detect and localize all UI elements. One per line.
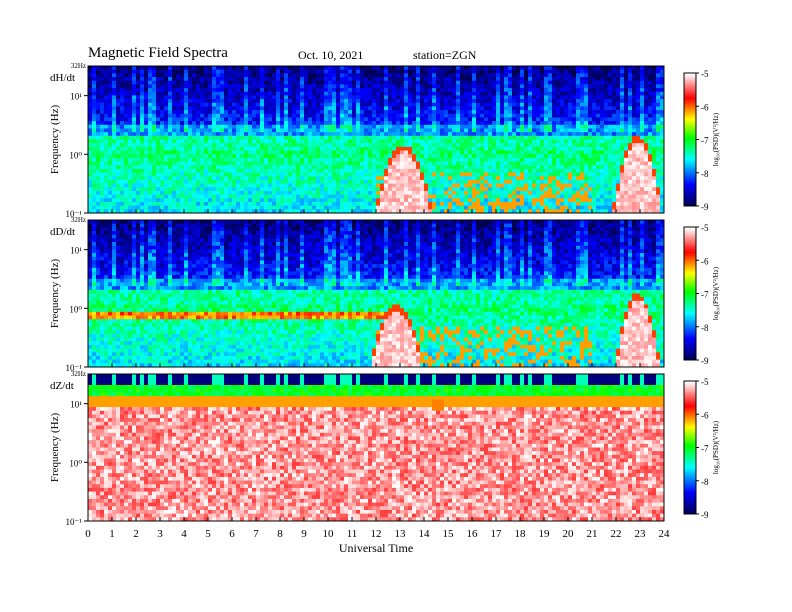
x-tick-label: 14 bbox=[419, 528, 431, 540]
colorbar-label: log₁₀(PSD)(V²/Hz) bbox=[712, 420, 720, 474]
y-tick-label: 10¹ bbox=[70, 92, 82, 102]
x-tick-label: 0 bbox=[85, 528, 91, 540]
x-tick-label: 6 bbox=[229, 528, 235, 540]
x-tick-label: 12 bbox=[371, 528, 382, 540]
colorbar-tick-label: -9 bbox=[701, 510, 709, 520]
date-label: Oct. 10, 2021 bbox=[298, 48, 364, 62]
spectrogram-panel-1 bbox=[88, 66, 665, 214]
y-tick-label: 10⁰ bbox=[69, 304, 82, 314]
colorbar-tick-label: -8 bbox=[701, 477, 709, 487]
x-tick-label: 3 bbox=[157, 528, 163, 540]
x-tick-label: 11 bbox=[347, 528, 358, 540]
colorbar-label: log₁₀(PSD)(V²/Hz) bbox=[712, 112, 720, 166]
colorbar-label: log₁₀(PSD)(V²/Hz) bbox=[712, 266, 720, 320]
y-axis-label: Frequency (Hz) bbox=[49, 105, 61, 175]
colorbar-tick-label: -6 bbox=[701, 256, 709, 266]
x-tick-label: 7 bbox=[253, 528, 259, 540]
y-tick-label: 10¹ bbox=[70, 246, 82, 256]
x-axis-label: Universal Time bbox=[339, 541, 413, 555]
x-tick-label: 5 bbox=[205, 528, 211, 540]
colorbar-tick-label: -5 bbox=[701, 223, 709, 233]
y-axis-label: Frequency (Hz) bbox=[49, 259, 61, 329]
y-tick-label: 10⁻¹ bbox=[66, 517, 83, 527]
y-axis-label: Frequency (Hz) bbox=[49, 413, 61, 483]
colorbar-tick-label: -7 bbox=[701, 136, 709, 146]
y-tick-label: 10⁻¹ bbox=[66, 209, 83, 219]
y-tick-label: 10¹ bbox=[70, 400, 82, 410]
x-tick-label: 15 bbox=[443, 528, 455, 540]
colorbar-tick-label: -8 bbox=[701, 323, 709, 333]
x-tick-label: 1 bbox=[109, 528, 115, 540]
x-tick-label: 9 bbox=[301, 528, 307, 540]
colorbar-tick-label: -6 bbox=[701, 410, 709, 420]
colorbar-tick-label: -5 bbox=[701, 377, 709, 387]
x-tick-label: 19 bbox=[539, 528, 551, 540]
component-label: dH/dt bbox=[50, 72, 75, 84]
x-tick-label: 10 bbox=[323, 528, 335, 540]
colorbar-tick-label: -7 bbox=[701, 444, 709, 454]
x-tick-label: 23 bbox=[635, 528, 647, 540]
x-tick-label: 21 bbox=[587, 528, 598, 540]
colorbar-2 bbox=[684, 227, 696, 361]
colorbar-tick-label: -9 bbox=[701, 202, 709, 212]
y-tick-label: 10⁰ bbox=[69, 150, 82, 160]
station-label: station=ZGN bbox=[413, 48, 477, 62]
y-tick-label: 10⁻¹ bbox=[66, 363, 83, 373]
spectrogram-panel-2 bbox=[88, 220, 665, 368]
y-top-label: 32Hz bbox=[71, 62, 86, 70]
colorbar-tick-label: -5 bbox=[701, 69, 709, 79]
x-tick-label: 4 bbox=[181, 528, 187, 540]
spectrogram-panel-3 bbox=[88, 374, 665, 522]
colorbar-tick-label: -7 bbox=[701, 290, 709, 300]
colorbar-1 bbox=[684, 73, 696, 207]
x-tick-label: 17 bbox=[491, 528, 503, 540]
x-tick-label: 22 bbox=[611, 528, 622, 540]
y-tick-label: 10⁰ bbox=[69, 458, 82, 468]
colorbar-tick-label: -6 bbox=[701, 102, 709, 112]
component-label: dZ/dt bbox=[50, 380, 74, 392]
colorbar-tick-label: -9 bbox=[701, 356, 709, 366]
x-tick-label: 2 bbox=[133, 528, 139, 540]
y-top-label: 32Hz bbox=[71, 216, 86, 224]
colorbar-tick-label: -8 bbox=[701, 169, 709, 179]
y-top-label: 32Hz bbox=[71, 370, 86, 378]
x-tick-label: 13 bbox=[395, 528, 407, 540]
colorbar-3 bbox=[684, 381, 696, 515]
x-tick-label: 24 bbox=[659, 528, 671, 540]
x-tick-label: 8 bbox=[277, 528, 283, 540]
chart-title: Magnetic Field Spectra bbox=[88, 45, 228, 61]
component-label: dD/dt bbox=[50, 226, 75, 238]
x-tick-label: 16 bbox=[467, 528, 479, 540]
x-tick-label: 18 bbox=[515, 528, 527, 540]
x-tick-label: 20 bbox=[563, 528, 575, 540]
